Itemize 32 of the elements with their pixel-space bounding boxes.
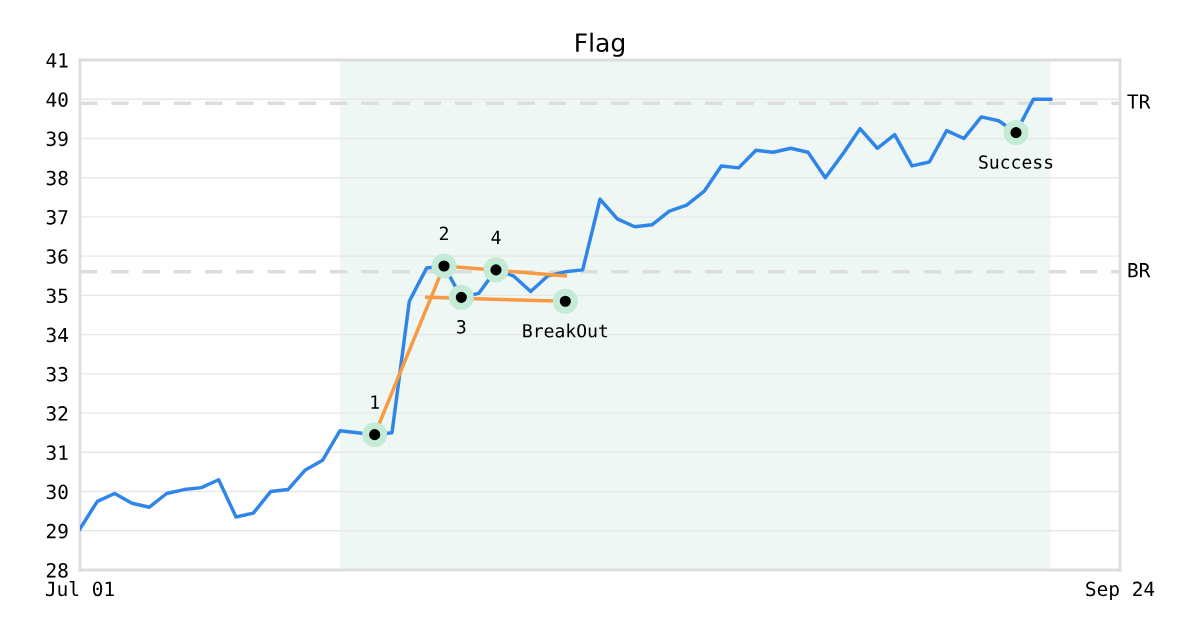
y-tick-label: 41 [46,53,68,68]
y-tick-label: 36 [46,249,68,264]
point [362,422,388,448]
y-tick-label: 34 [46,327,68,343]
y-tick-label: 31 [46,445,68,461]
annotation: Success [979,155,1053,169]
y-tick-label: 33 [46,366,68,382]
x-tick-label: Jul 01 [45,581,114,597]
y-tick-label: 39 [46,131,68,147]
point [431,253,457,279]
y-tick-label: 32 [46,406,68,421]
y-tick-label: 28 [46,563,68,578]
ref-line-label: BR [1128,263,1151,278]
point [448,284,474,310]
point [552,288,578,314]
point [1003,120,1029,146]
annotation: 1 [371,395,379,409]
chart-title: Flag [576,32,624,57]
y-tick-label: 38 [46,170,68,186]
annotation: BreakOut [523,323,608,338]
x-tick-label: Sep 24 [1086,581,1155,601]
annotation: 2 [439,226,448,240]
y-tick-label: 35 [46,288,68,304]
ref-line-label: TR [1127,94,1151,109]
annotation: 3 [457,319,466,334]
point [483,257,509,283]
y-tick-label: 30 [46,484,68,500]
y-tick-label: 40 [46,92,68,107]
line-series [80,97,1053,531]
y-tick-label: 29 [46,523,68,539]
y-tick-label: 37 [46,209,68,225]
annotation: 4 [491,230,501,244]
